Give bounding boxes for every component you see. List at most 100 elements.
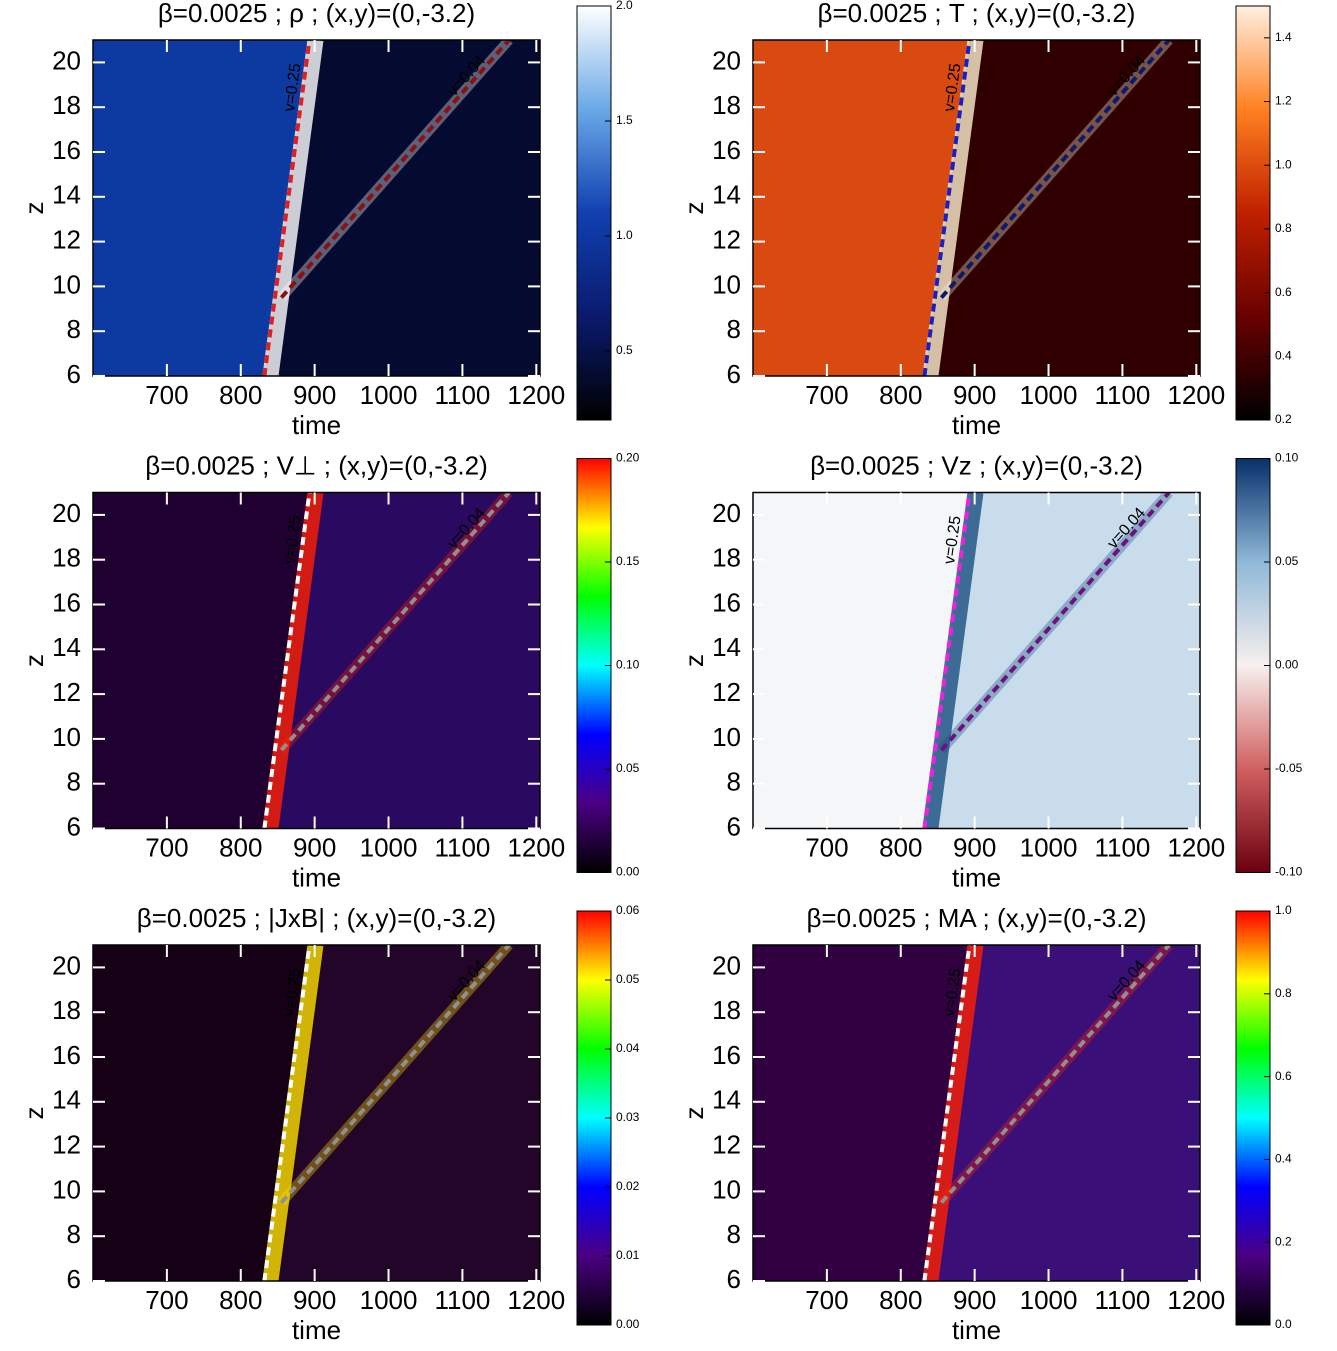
chart-title: β=0.0025 ; T ; (x,y)=(0,-3.2) (818, 0, 1136, 28)
x-tick-label: 1200 (507, 1285, 565, 1315)
y-tick-label: 14 (712, 180, 741, 210)
reference-line (262, 40, 312, 376)
y-tick-label: 18 (52, 995, 81, 1025)
colorbar-tick-label: 1.0 (1275, 903, 1292, 917)
x-tick-label: 1200 (507, 832, 565, 862)
plot-area: v=0.25 v=0.04 (753, 492, 1200, 829)
y-tick-label: 8 (67, 314, 81, 344)
colorbar (1235, 5, 1271, 421)
plot-area: v=0.25 v=0.04 (753, 40, 1200, 376)
y-tick-label: 10 (52, 269, 81, 299)
field-region (264, 945, 540, 1281)
y-tick-label: 16 (712, 1040, 741, 1070)
x-tick-label: 700 (805, 1285, 848, 1315)
colorbar-tick-label: 0.6 (1275, 1069, 1292, 1083)
colorbar-tick-label: -0.10 (1275, 865, 1303, 879)
y-tick-label: 10 (52, 1174, 81, 1204)
x-tick-label: 1100 (434, 1285, 490, 1315)
x-tick-label: 1000 (360, 1285, 418, 1315)
colorbar-tick-label: 0.05 (1275, 554, 1299, 568)
plot-area: v=0.25 v=0.04 (93, 40, 540, 376)
colorbar-tick-label: 0.2 (1275, 1234, 1292, 1248)
x-tick-label: 800 (219, 832, 262, 862)
reference-line (279, 945, 511, 1204)
y-tick-label: 14 (712, 632, 741, 662)
x-tick-label: 1000 (1020, 380, 1078, 410)
axes-frame (752, 944, 1201, 1282)
x-tick-label: 1200 (1167, 1285, 1225, 1315)
y-axis-label: z (679, 654, 709, 667)
reference-line (922, 945, 972, 1281)
x-tick-label: 700 (145, 380, 188, 410)
x-tick-label: 800 (879, 832, 922, 862)
x-tick-label: 1000 (1020, 832, 1078, 862)
colorbar-tick-label: 1.0 (616, 228, 633, 242)
x-axis-label: time (292, 1315, 341, 1345)
y-tick-label: 8 (727, 767, 741, 797)
chart-title: β=0.0025 ; Vz ; (x,y)=(0,-3.2) (810, 450, 1143, 480)
line-label: v=0.25 (281, 515, 304, 565)
y-tick-label: 20 (712, 950, 741, 980)
colorbar-tick-label: 0.05 (616, 972, 640, 986)
colorbar-tick-label: 0.6 (1275, 285, 1292, 299)
y-tick-label: 20 (52, 45, 81, 75)
y-tick-label: 18 (52, 543, 81, 573)
y-tick-label: 6 (67, 359, 81, 389)
y-tick-label: 8 (67, 1219, 81, 1249)
y-axis-label: z (679, 202, 709, 215)
field-region (264, 492, 540, 829)
chart-title: β=0.0025 ; |JxB| ; (x,y)=(0,-3.2) (137, 903, 496, 933)
colorbar-tick-label: 0.02 (616, 1179, 640, 1193)
field-region (264, 40, 540, 376)
y-tick-label: 12 (712, 677, 741, 707)
x-tick-label: 1100 (434, 380, 490, 410)
y-tick-label: 18 (712, 90, 741, 120)
y-tick-label: 6 (67, 1264, 81, 1294)
chart-title: β=0.0025 ; V⊥ ; (x,y)=(0,-3.2) (145, 450, 488, 480)
x-tick-label: 1100 (1094, 380, 1150, 410)
x-tick-label: 1200 (1167, 832, 1225, 862)
y-tick-label: 12 (52, 224, 81, 254)
colorbar-tick-label: -0.05 (1275, 761, 1303, 775)
x-tick-label: 1100 (434, 832, 490, 862)
x-axis-label: time (292, 862, 341, 892)
reference-line (279, 492, 511, 752)
colorbar-tick-label: 1.5 (616, 113, 633, 127)
x-tick-label: 900 (293, 832, 336, 862)
x-tick-label: 700 (145, 832, 188, 862)
colorbar-tick-label: 0.01 (616, 1248, 640, 1262)
colorbar-tick-label: 0.2 (1275, 412, 1292, 426)
y-tick-label: 6 (727, 1264, 741, 1294)
y-tick-label: 20 (712, 498, 741, 528)
colorbar-tick-label: 0.03 (616, 1110, 640, 1124)
y-tick-label: 18 (52, 90, 81, 120)
x-tick-label: 1200 (507, 380, 565, 410)
x-tick-label: 800 (219, 1285, 262, 1315)
y-tick-label: 14 (52, 1085, 81, 1115)
colorbar-tick-label: 0.15 (616, 554, 640, 568)
reference-line (922, 40, 972, 376)
colorbar-tick-label: 0.00 (616, 865, 640, 879)
field-band (922, 945, 984, 1281)
x-tick-label: 800 (219, 380, 262, 410)
plot-area: v=0.25 v=0.04 (93, 945, 540, 1281)
x-tick-label: 700 (805, 380, 848, 410)
x-tick-label: 1100 (1094, 1285, 1150, 1315)
x-axis-label: time (292, 410, 341, 440)
field-band (922, 40, 984, 376)
axes-frame (92, 491, 541, 830)
chart-title: β=0.0025 ; ρ ; (x,y)=(0,-3.2) (158, 0, 475, 28)
colorbar-tick-label: 0.8 (1275, 986, 1292, 1000)
colorbar-tick-label: 1.0 (1275, 157, 1292, 171)
y-tick-label: 10 (712, 269, 741, 299)
colorbar-tick-label: 0.10 (1275, 451, 1299, 465)
y-tick-label: 16 (712, 135, 741, 165)
colorbar-tick-label: 1.4 (1275, 30, 1292, 44)
y-tick-label: 16 (712, 587, 741, 617)
line-label: v=0.25 (281, 967, 304, 1017)
x-tick-label: 700 (145, 1285, 188, 1315)
x-tick-label: 900 (953, 1285, 996, 1315)
colorbar-tick-label: 0.05 (616, 761, 640, 775)
x-axis-label: time (952, 1315, 1001, 1345)
y-axis-label: z (19, 202, 49, 215)
